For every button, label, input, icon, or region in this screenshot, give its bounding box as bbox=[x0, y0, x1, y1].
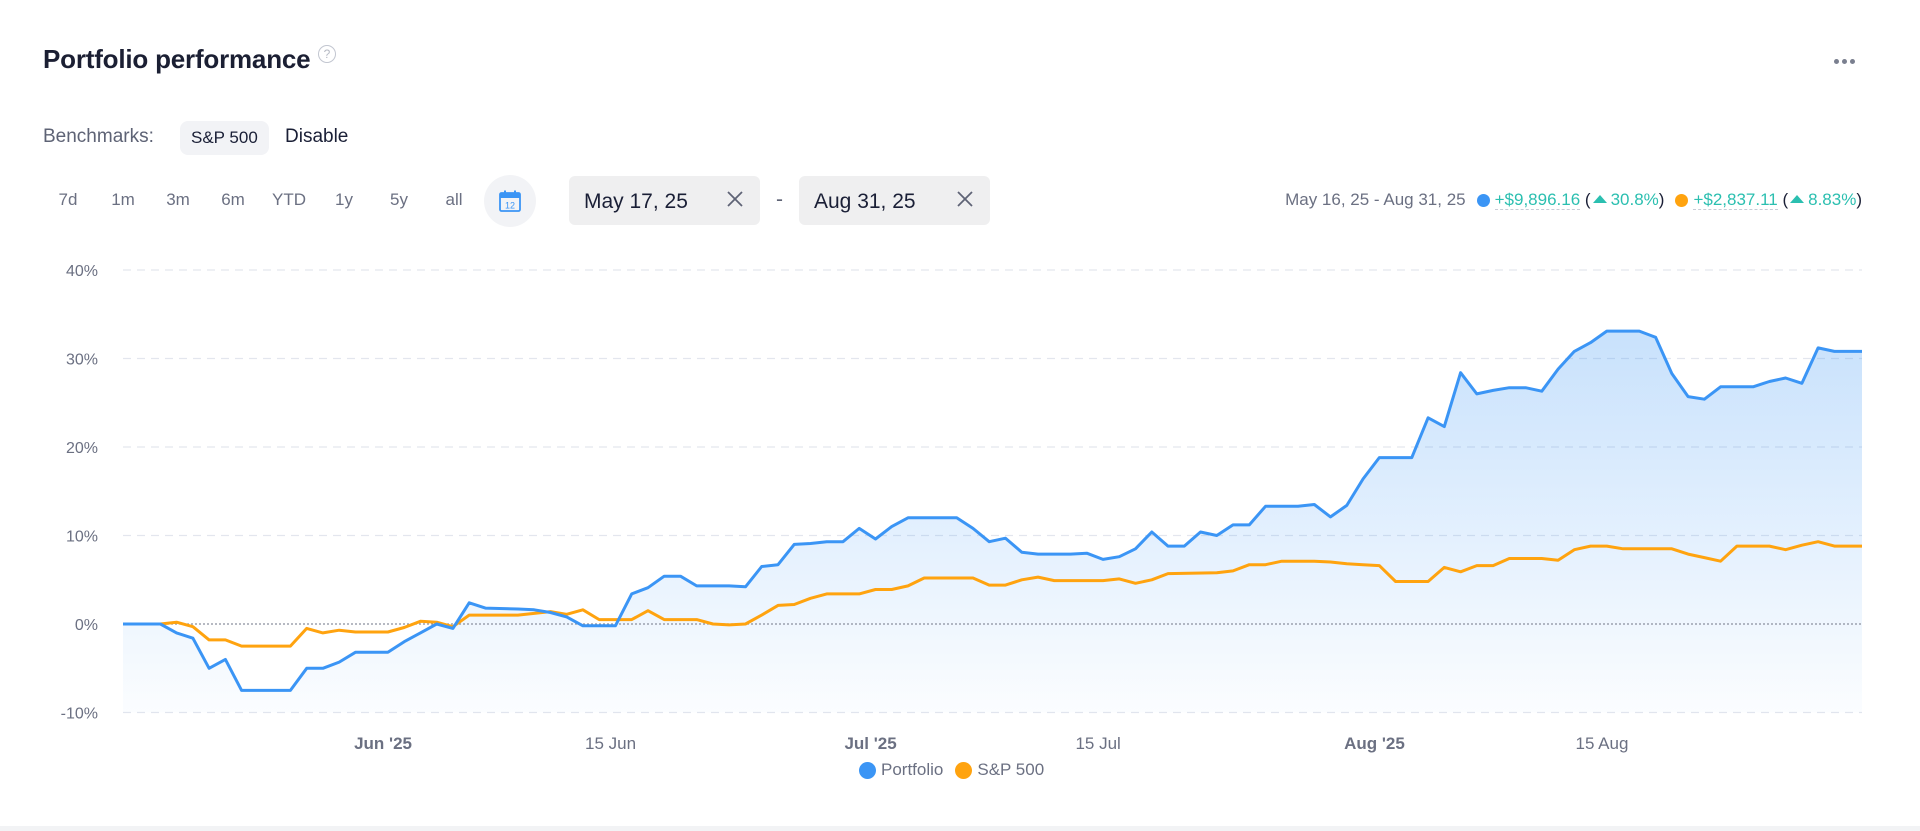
y-axis-label: 20% bbox=[66, 440, 98, 457]
ellipsis-dot bbox=[1849, 58, 1855, 64]
benchmark-dot-icon bbox=[1675, 193, 1689, 207]
range-button-all[interactable]: all bbox=[445, 190, 463, 209]
chart-legend: Portfolio S&P 500 bbox=[859, 760, 1056, 780]
sp500-legend-dot-icon bbox=[955, 761, 973, 779]
y-axis-label: 30% bbox=[66, 352, 98, 369]
end-date-input[interactable]: Aug 31, 25 bbox=[799, 176, 990, 225]
up-triangle-icon bbox=[1592, 195, 1607, 203]
legend-label: Portfolio bbox=[881, 760, 944, 779]
legend-item-portfolio[interactable]: Portfolio bbox=[859, 760, 943, 780]
start-date-input[interactable]: May 17, 25 bbox=[569, 176, 760, 225]
y-axis-label: 40% bbox=[66, 263, 98, 280]
range-button-3m[interactable]: 3m bbox=[166, 190, 190, 209]
ellipsis-dot bbox=[1841, 58, 1847, 64]
paren-open: ( bbox=[1580, 190, 1591, 209]
y-axis-label: 0% bbox=[75, 617, 98, 634]
paren-open: ( bbox=[1777, 190, 1789, 209]
portfolio-gain-amount[interactable]: +$9,896.16 bbox=[1494, 189, 1581, 210]
range-button-5y[interactable]: 5y bbox=[390, 190, 408, 209]
sp500-line[interactable] bbox=[123, 540, 1862, 648]
ellipsis-icon bbox=[1833, 58, 1839, 64]
portfolio-line[interactable] bbox=[123, 329, 1862, 692]
benchmark-chip-sp500[interactable]: S&P 500 bbox=[180, 121, 269, 155]
benchmarks-label: Benchmarks: bbox=[43, 126, 154, 147]
disable-benchmark-button[interactable]: Disable bbox=[285, 126, 349, 147]
end-date-value: Aug 31, 25 bbox=[814, 190, 916, 213]
benchmark-gain-amount[interactable]: +$2,837.11 bbox=[1693, 189, 1778, 210]
clear-start-date-icon[interactable] bbox=[724, 188, 746, 210]
calendar-icon: 12 bbox=[499, 190, 521, 212]
paren-close: ) bbox=[1856, 190, 1862, 209]
portfolio-dot-icon bbox=[1476, 193, 1490, 207]
portfolio-area-fill bbox=[123, 331, 1862, 713]
x-axis-label: Jun '25 bbox=[354, 734, 412, 753]
help-icon[interactable]: ? bbox=[318, 45, 336, 63]
summary-period: May 16, 25 - Aug 31, 25 bbox=[1285, 190, 1466, 209]
legend-item-sp500[interactable]: S&P 500 bbox=[955, 760, 1044, 780]
bottom-divider bbox=[0, 826, 1920, 831]
date-separator: - bbox=[776, 188, 783, 211]
benchmark-gain-pct: 8.83% bbox=[1808, 190, 1857, 209]
up-triangle-icon bbox=[1790, 195, 1805, 203]
paren-close: ) bbox=[1658, 190, 1665, 209]
page-title: Portfolio performance bbox=[43, 44, 311, 74]
x-axis-label: Jul '25 bbox=[844, 734, 896, 753]
clear-end-date-icon[interactable] bbox=[954, 188, 976, 210]
range-button-1y[interactable]: 1y bbox=[335, 190, 353, 209]
x-axis-label: 15 Jun bbox=[585, 734, 636, 753]
calendar-button[interactable]: 12 bbox=[484, 175, 536, 227]
performance-summary: May 16, 25 - Aug 31, 25 +$9,896.16 ( 30.… bbox=[1285, 190, 1862, 210]
range-button-6m[interactable]: 6m bbox=[221, 190, 245, 209]
range-button-1m[interactable]: 1m bbox=[111, 190, 135, 209]
x-axis-label: 15 Jul bbox=[1075, 734, 1120, 753]
start-date-value: May 17, 25 bbox=[584, 190, 688, 213]
x-axis-label: 15 Aug bbox=[1575, 734, 1628, 753]
legend-label: S&P 500 bbox=[977, 760, 1045, 779]
y-axis-label: -10% bbox=[61, 706, 98, 723]
x-axis-label: Aug '25 bbox=[1344, 734, 1405, 753]
svg-text:12: 12 bbox=[505, 201, 515, 211]
portfolio-gain-pct: 30.8% bbox=[1610, 190, 1659, 209]
range-button-7d[interactable]: 7d bbox=[58, 190, 78, 209]
y-axis-label: 10% bbox=[66, 529, 98, 546]
more-options-button[interactable] bbox=[1830, 52, 1858, 70]
range-button-ytd[interactable]: YTD bbox=[272, 190, 306, 209]
portfolio-legend-dot-icon bbox=[859, 761, 876, 779]
